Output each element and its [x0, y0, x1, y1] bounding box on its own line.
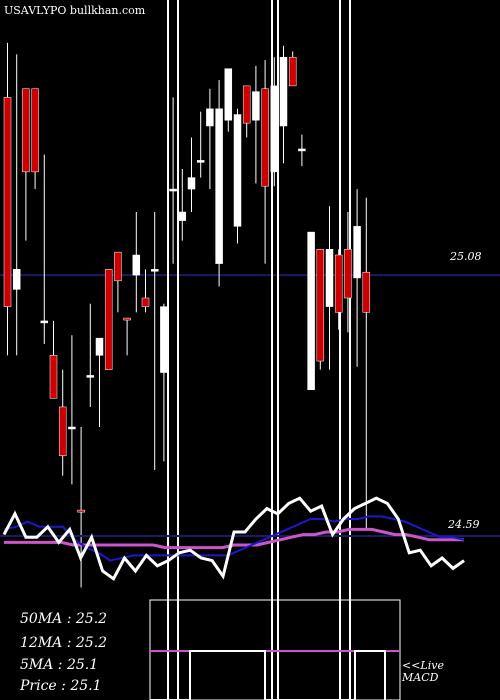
- candle-body: [316, 249, 325, 362]
- candle-body: [224, 68, 233, 121]
- fast-ma-line: [3, 515, 465, 562]
- candle-body: [160, 306, 168, 373]
- candle-body: [68, 426, 76, 430]
- macd-label: MACD: [402, 671, 439, 684]
- candle-body: [104, 269, 113, 370]
- candle-body: [123, 317, 131, 321]
- candle-body: [58, 406, 67, 456]
- candle-body: [12, 269, 21, 290]
- candle-body: [40, 320, 49, 324]
- candle-body: [196, 160, 205, 163]
- macd-histogram: [150, 650, 386, 700]
- candle-body: [307, 231, 315, 390]
- candle-body: [3, 97, 12, 307]
- candlesticks: [3, 42, 371, 588]
- legend-ma5: 5MA : 25.1: [20, 657, 99, 673]
- candle-body: [344, 249, 352, 299]
- oscillator-level-label: 24.59: [448, 518, 480, 531]
- candle-body: [334, 254, 343, 313]
- macd-panel: [149, 599, 401, 700]
- candle-body: [279, 56, 288, 127]
- candle-body: [132, 254, 141, 276]
- legend-ma12: 12MA : 25.2: [20, 635, 108, 651]
- candle-body: [141, 297, 150, 307]
- oscillator-lines: [0, 496, 500, 582]
- price-level-label: 25.08: [450, 250, 482, 263]
- candle-body: [22, 88, 30, 173]
- candle-body: [187, 177, 196, 190]
- candle-body: [31, 88, 39, 173]
- candle-body: [114, 251, 122, 282]
- watermark: USAVLYPO bullkhan.com: [4, 4, 146, 17]
- candle-body: [288, 56, 297, 87]
- candle-body: [353, 226, 361, 279]
- slow-ma-line: [4, 527, 464, 550]
- candle-body: [86, 375, 95, 378]
- candle-body: [49, 355, 58, 399]
- candle-body: [169, 188, 177, 192]
- candle-body: [362, 271, 371, 313]
- candle-body: [242, 85, 251, 124]
- macd-live-label: <<Live: [402, 659, 444, 672]
- candle-body: [150, 269, 159, 272]
- candle-body: [215, 108, 223, 264]
- candle-body: [178, 211, 187, 221]
- candle-body: [77, 509, 85, 513]
- oscillator-signal-line: [2, 496, 465, 582]
- candle-body: [233, 114, 242, 227]
- candle-body: [298, 148, 306, 152]
- candle-body: [252, 91, 260, 121]
- candle-body: [206, 108, 214, 127]
- candle-body: [270, 85, 279, 173]
- candle-body: [95, 337, 104, 356]
- legend-ma50: 50MA : 25.2: [20, 611, 108, 627]
- legend-price: Price : 25.1: [20, 678, 102, 694]
- candle-body: [325, 249, 334, 307]
- candle-body: [261, 88, 269, 187]
